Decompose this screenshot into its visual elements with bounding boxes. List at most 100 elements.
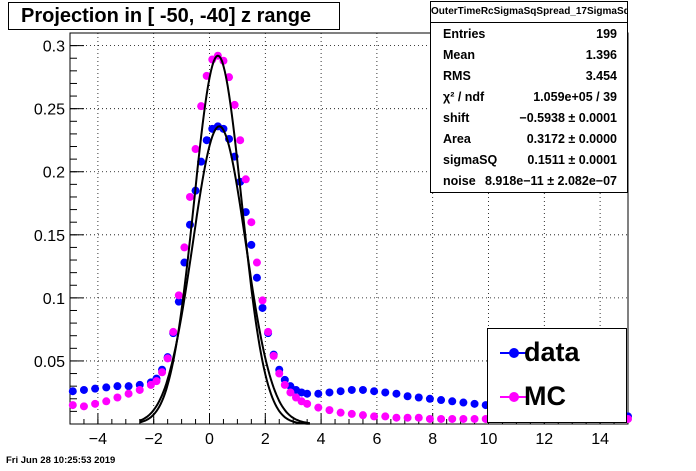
stats-label: χ² / ndf [443, 89, 485, 104]
data-point-data [425, 394, 434, 403]
data-point-data [113, 382, 122, 391]
data-point-mc [180, 243, 189, 252]
data-point-mc [325, 406, 334, 415]
stats-value: 1.396 [585, 47, 617, 62]
data-point-mc [392, 413, 401, 422]
data-point-mc [280, 380, 289, 389]
data-point-data [258, 303, 267, 312]
y-tick-label: 0.15 [34, 228, 65, 245]
x-tick-label: −2 [145, 431, 163, 448]
data-point-mc [197, 102, 206, 111]
data-point-data [381, 388, 390, 397]
data-point-mc [414, 413, 423, 422]
legend: data MC [487, 328, 627, 423]
data-point-mc [163, 354, 172, 363]
data-point-data [358, 385, 367, 394]
data-point-mc [381, 412, 390, 421]
data-point-mc [185, 192, 194, 201]
data-point-mc [113, 393, 122, 402]
data-point-mc [358, 411, 367, 420]
data-point-mc [135, 385, 144, 394]
data-point-mc [258, 296, 267, 305]
data-point-mc [403, 413, 412, 422]
x-tick-label: −4 [89, 431, 107, 448]
data-point-mc [102, 397, 111, 406]
data-point-mc [124, 389, 133, 398]
data-point-data [347, 385, 356, 394]
stats-row-entries: Entries 199 [431, 23, 627, 44]
data-point-mc [264, 327, 273, 336]
stats-row-mean: Mean 1.396 [431, 44, 627, 65]
data-point-mc [158, 368, 167, 377]
data-point-data [459, 398, 468, 407]
legend-label-mc: MC [524, 381, 566, 411]
data-point-mc [470, 414, 479, 423]
legend-marker-data [500, 348, 528, 358]
data-point-data [124, 382, 133, 391]
stats-value: 3.454 [585, 68, 617, 83]
x-tick-label: 8 [428, 431, 437, 448]
stats-label: Entries [443, 26, 486, 41]
x-tick-label: 12 [535, 431, 553, 448]
stats-label: shift [443, 110, 470, 125]
stats-label: Area [443, 131, 471, 146]
data-point-mc [152, 377, 161, 386]
data-point-data [336, 387, 345, 396]
data-point-mc [437, 414, 446, 423]
data-point-data [325, 388, 334, 397]
x-tick-label: 6 [372, 431, 381, 448]
legend-entry-data: data [488, 333, 626, 377]
y-tick-label: 0.3 [43, 39, 65, 56]
x-tick-label: 10 [480, 431, 498, 448]
data-point-mc [91, 399, 100, 408]
x-tick-label: 0 [205, 431, 214, 448]
data-point-mc [68, 401, 77, 410]
y-tick-label: 0.2 [43, 165, 65, 182]
data-point-data [102, 383, 111, 392]
data-point-mc [252, 258, 261, 267]
stats-label: Mean [443, 47, 475, 62]
y-tick-label: 0.25 [34, 102, 65, 119]
data-point-mc [303, 399, 312, 408]
stats-value: 1.059e+05 / 39 [533, 89, 617, 104]
data-point-data [303, 389, 312, 398]
stats-value: −0.5938 ± 0.0001 [519, 110, 617, 125]
data-point-data [202, 136, 211, 145]
stats-row-rms: RMS 3.454 [431, 65, 627, 86]
data-point-data [79, 385, 88, 394]
data-point-mc [275, 369, 284, 378]
data-point-mc [347, 409, 356, 418]
data-point-mc [174, 291, 183, 300]
data-point-data [414, 393, 423, 402]
data-point-mc [314, 403, 323, 412]
data-point-data [174, 297, 183, 306]
stats-label: RMS [443, 68, 471, 83]
stats-value: 8.918e−11 ± 2.082e−07 [485, 173, 617, 188]
legend-entry-mc: MC [488, 377, 626, 421]
stats-value: 0.1511 ± 0.0001 [527, 152, 617, 167]
data-point-data [448, 397, 457, 406]
y-tick-label: 0.1 [43, 291, 65, 308]
data-point-data [370, 387, 379, 396]
legend-marker-mc [500, 392, 528, 402]
stats-row-area: Area 0.3172 ± 0.0000 [431, 128, 627, 149]
data-point-mc [286, 388, 295, 397]
data-point-mc [269, 351, 278, 360]
data-point-data [314, 389, 323, 398]
data-point-mc [236, 136, 245, 145]
stats-label: sigmaSQ [443, 152, 498, 167]
data-point-data [91, 384, 100, 393]
stats-box: OuterTimeRcSigmaSqSpread_17SigmaSqSpread… [430, 1, 628, 193]
data-point-data [68, 387, 77, 396]
stats-value: 0.3172 ± 0.0000 [526, 131, 617, 146]
data-point-data [470, 399, 479, 408]
data-point-data [403, 392, 412, 401]
x-tick-label: 14 [591, 431, 609, 448]
stats-value: 199 [596, 26, 617, 41]
timestamp: Fri Jun 28 10:25:53 2019 [6, 455, 116, 466]
data-point-mc [241, 175, 250, 184]
legend-label-data: data [524, 337, 580, 367]
plot-title: Projection in [ -50, -40] z range [8, 2, 340, 30]
data-point-mc [448, 414, 457, 423]
stats-header: OuterTimeRcSigmaSqSpread_17SigmaSqSpread [431, 2, 627, 23]
